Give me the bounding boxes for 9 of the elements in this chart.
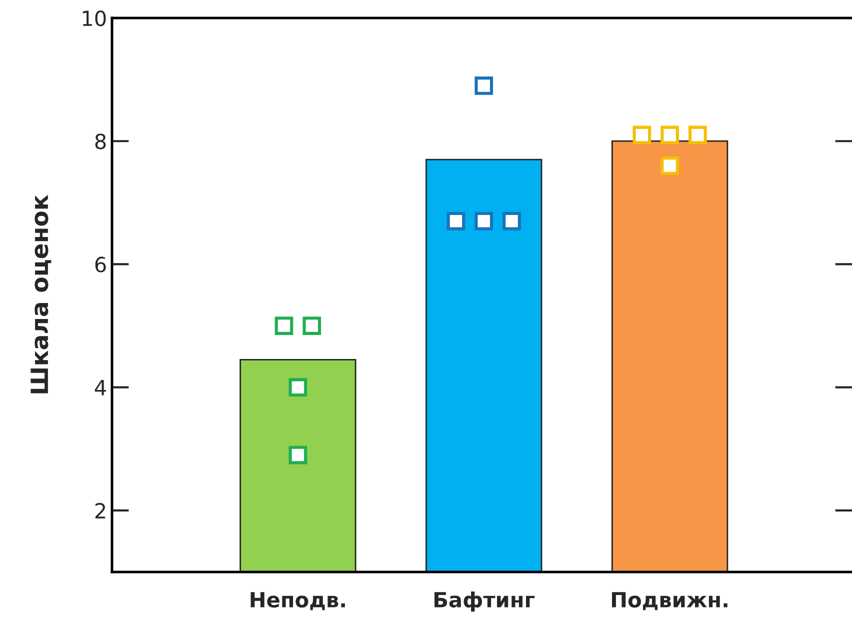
y-tick-label: 8 [95, 134, 106, 150]
y-tick-label: 2 [95, 502, 106, 518]
y-tick-label: 10 [82, 10, 106, 26]
x-tick-label: Неподв. [250, 592, 345, 610]
x-tick-label: Бафтинг [434, 591, 535, 612]
y-axis-title: Шкала оценок [30, 194, 52, 394]
y-tick-label: 4 [94, 380, 106, 396]
y-tick-label: 6 [95, 256, 106, 272]
x-tick-label: Подвижн. [612, 592, 728, 610]
